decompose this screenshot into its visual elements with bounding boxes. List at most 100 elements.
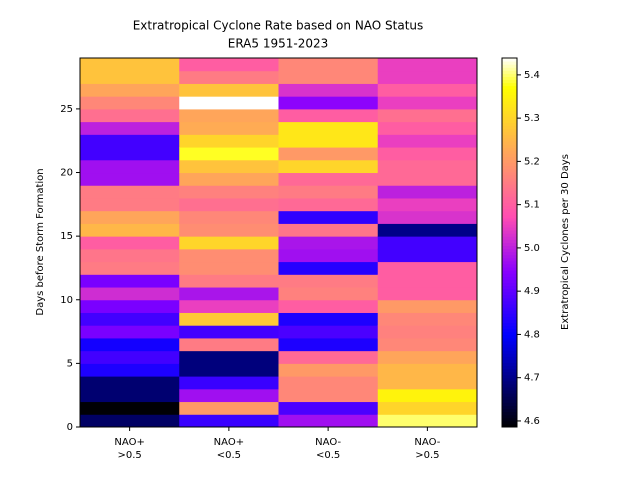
colorbar-step — [502, 190, 517, 194]
heatmap-cell — [179, 312, 279, 326]
colorbar-step — [502, 307, 517, 311]
heatmap-cell — [377, 376, 478, 390]
colorbar-step — [502, 91, 517, 96]
heatmap-cell — [278, 299, 379, 313]
colorbar-step — [502, 116, 517, 120]
heatmap-cell — [278, 108, 379, 123]
heatmap-cell — [80, 388, 180, 403]
colorbar-step — [502, 377, 517, 382]
heatmap-cell — [377, 261, 478, 275]
colorbar-step — [502, 70, 517, 74]
heatmap-cell — [80, 350, 180, 364]
colorbar-step — [502, 387, 517, 391]
colorbar-step — [502, 85, 517, 90]
heatmap-cell — [278, 248, 379, 263]
colorbar-step — [502, 242, 517, 247]
colorbar-step — [502, 104, 517, 108]
heatmap-cell — [179, 172, 279, 186]
heatmap-cell — [278, 401, 379, 415]
colorbar-step — [502, 414, 517, 419]
colorbar-step — [502, 125, 517, 130]
chart-title: Extratropical Cyclone Rate based on NAO … — [133, 19, 424, 33]
colorbar-step — [502, 365, 517, 370]
y-tick-label: 25 — [60, 104, 73, 115]
heatmap-cell — [278, 261, 379, 275]
colorbar-step — [502, 236, 517, 240]
heatmap-cell — [80, 248, 180, 263]
heatmap-cell — [80, 96, 180, 110]
heatmap-cell — [377, 350, 478, 364]
y-tick-label: 20 — [60, 168, 73, 179]
heatmap-cell — [377, 159, 478, 174]
heatmap-cell — [179, 401, 279, 415]
colorbar-step — [502, 417, 517, 422]
colorbar-tick-label: 4.9 — [524, 286, 540, 297]
colorbar-step — [502, 101, 517, 105]
y-tick-label: 10 — [60, 295, 73, 306]
heatmap-cell — [80, 261, 180, 275]
colorbar-step — [502, 423, 517, 428]
heatmap-cell — [179, 58, 279, 72]
colorbar-step — [502, 162, 517, 167]
heatmap-cell — [80, 121, 180, 135]
colorbar-step — [502, 144, 517, 148]
heatmap-cell — [80, 159, 180, 174]
colorbar-step — [502, 171, 517, 176]
colorbar-step — [502, 288, 517, 293]
colorbar-step — [502, 141, 517, 145]
heatmap-cell — [278, 83, 379, 97]
colorbar-step — [502, 134, 517, 139]
heatmap-cell — [80, 401, 180, 415]
heatmap-cell — [80, 172, 180, 186]
heatmap-cell — [377, 210, 478, 224]
heatmap-cell — [80, 108, 180, 123]
colorbar-step — [502, 254, 517, 259]
colorbar-step — [502, 79, 517, 84]
colorbar-step — [502, 211, 517, 216]
colorbar-step — [502, 76, 517, 81]
colorbar-step — [502, 405, 517, 410]
colorbar-step — [502, 347, 517, 351]
colorbar-step — [502, 396, 517, 400]
heatmap-cell — [278, 121, 379, 135]
plot-frame — [79, 57, 478, 428]
colorbar-step — [502, 199, 517, 204]
heatmap-cell — [377, 108, 478, 123]
colorbar-step — [502, 165, 517, 170]
colorbar-tick-label: 4.8 — [524, 329, 540, 340]
colorbar-tick-label: 5.2 — [524, 156, 540, 167]
colorbar-step — [502, 276, 517, 280]
heatmap-cell — [80, 414, 180, 428]
heatmap-cell — [80, 83, 180, 97]
heatmap-cell — [377, 287, 478, 301]
heatmap-cell — [377, 274, 478, 288]
heatmap-cell — [278, 147, 379, 161]
heatmap-cell — [377, 401, 478, 415]
colorbar-tick-label: 5.3 — [524, 113, 540, 124]
x-tick-label: NAO- <0.5 — [315, 437, 342, 461]
heatmap-cell — [80, 70, 180, 84]
chart-subtitle: ERA5 1951-2023 — [228, 37, 329, 51]
heatmap-cell — [179, 350, 279, 364]
colorbar-step — [502, 156, 517, 160]
heatmap-cell — [278, 58, 379, 72]
colorbar-step — [502, 300, 517, 305]
x-tick-label: NAO+ <0.5 — [213, 437, 245, 461]
colorbar-step — [502, 58, 517, 62]
heatmap-cell — [377, 325, 478, 339]
colorbar-step — [502, 64, 517, 68]
heatmap-cell — [377, 248, 478, 263]
heatmap-cell — [377, 172, 478, 186]
colorbar-step — [502, 343, 517, 348]
colorbar-step — [502, 356, 517, 360]
heatmap-cell — [179, 108, 279, 123]
heatmap-cell — [278, 70, 379, 84]
heatmap-cell — [278, 96, 379, 110]
heatmap-cell — [80, 236, 180, 250]
heatmap-cell — [179, 147, 279, 161]
colorbar-step — [502, 359, 517, 363]
heatmap-cell — [80, 287, 180, 301]
heatmap-cell — [179, 197, 279, 212]
y-tick-label: 15 — [60, 231, 73, 242]
